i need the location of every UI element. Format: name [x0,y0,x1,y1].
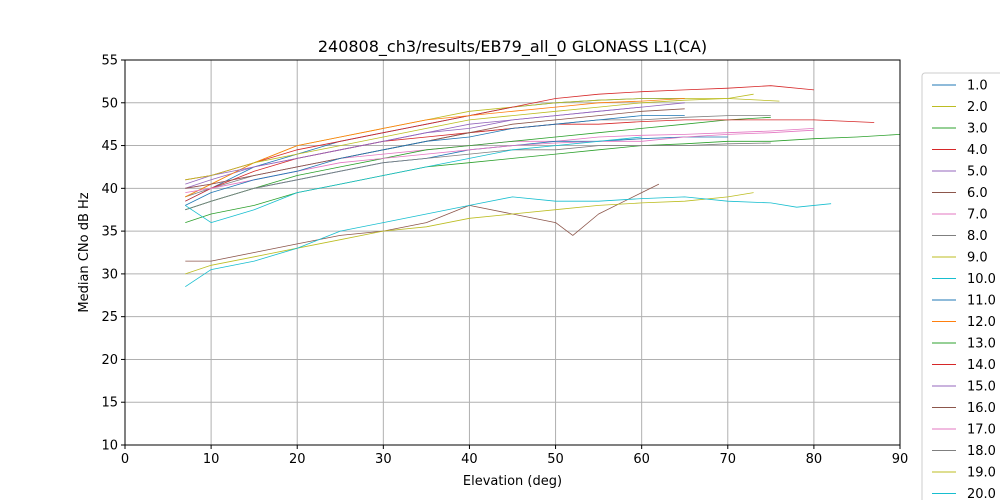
series-line [185,142,771,211]
series-line [185,115,685,206]
series-line [185,106,642,185]
x-tick-label: 90 [892,452,909,467]
y-tick-label: 40 [101,182,118,197]
x-tick-label: 0 [121,452,129,467]
y-tick-label: 55 [101,54,118,69]
y-axis-label: Median CNo dB Hz [77,192,92,312]
plot-lines [185,85,901,288]
legend-label: 7.0 [967,208,988,223]
legend-label: 10.0 [967,272,996,287]
x-tick-label: 20 [289,452,306,467]
y-tick-label: 45 [101,139,118,154]
legend-label: 1.0 [967,79,988,94]
legend-label: 2.0 [967,100,988,115]
x-axis-ticks: 0 10 20 30 40 50 60 70 80 90 [121,445,908,467]
y-tick-label: 10 [101,439,118,454]
y-tick-label: 25 [101,310,118,325]
series-line [185,116,771,211]
legend: 1.0 2.0 3.0 4.0 5.0 6.0 7.0 8.0 9.0 10.0 11.0 12.0 1… [921,72,1000,500]
x-tick-label: 60 [633,452,650,467]
legend-label: 3.0 [967,122,988,137]
x-axis-label: Elevation (deg) [463,474,562,489]
legend-label: 6.0 [967,186,988,201]
legend-label: 15.0 [967,380,996,395]
legend-frame [921,72,1000,500]
series-line [185,192,754,275]
legend-label: 12.0 [967,315,996,330]
x-tick-label: 70 [720,452,737,467]
y-tick-label: 35 [101,225,118,240]
series-line [185,136,642,224]
series-line [185,93,754,181]
series-line [185,196,832,288]
y-axis-ticks: 10 15 20 25 30 35 40 45 50 55 [101,54,125,454]
legend-label: 18.0 [967,444,996,459]
legend-label: 16.0 [967,401,996,416]
axes-frame [124,59,901,446]
legend-label: 8.0 [967,229,988,244]
y-tick-label: 15 [101,396,118,411]
x-tick-label: 80 [806,452,823,467]
x-tick-label: 50 [547,452,564,467]
legend-label: 5.0 [967,165,988,180]
series-line [185,134,901,223]
legend-label: 13.0 [967,337,996,352]
x-tick-label: 40 [461,452,478,467]
series-line [185,85,814,181]
x-tick-label: 10 [203,452,220,467]
y-tick-label: 50 [101,96,118,111]
y-tick-label: 20 [101,353,118,368]
legend-label: 20.0 [967,487,996,500]
y-tick-label: 30 [101,267,118,282]
legend-label: 14.0 [967,358,996,373]
legend-label: 11.0 [967,294,996,309]
legend-label: 4.0 [967,143,988,158]
legend-label: 9.0 [967,251,988,266]
chart-title: 240808_ch3/results/EB79_all_0 GLONASS L1… [318,37,707,57]
x-tick-label: 30 [375,452,392,467]
legend-label: 19.0 [967,466,996,481]
legend-label: 17.0 [967,423,996,438]
